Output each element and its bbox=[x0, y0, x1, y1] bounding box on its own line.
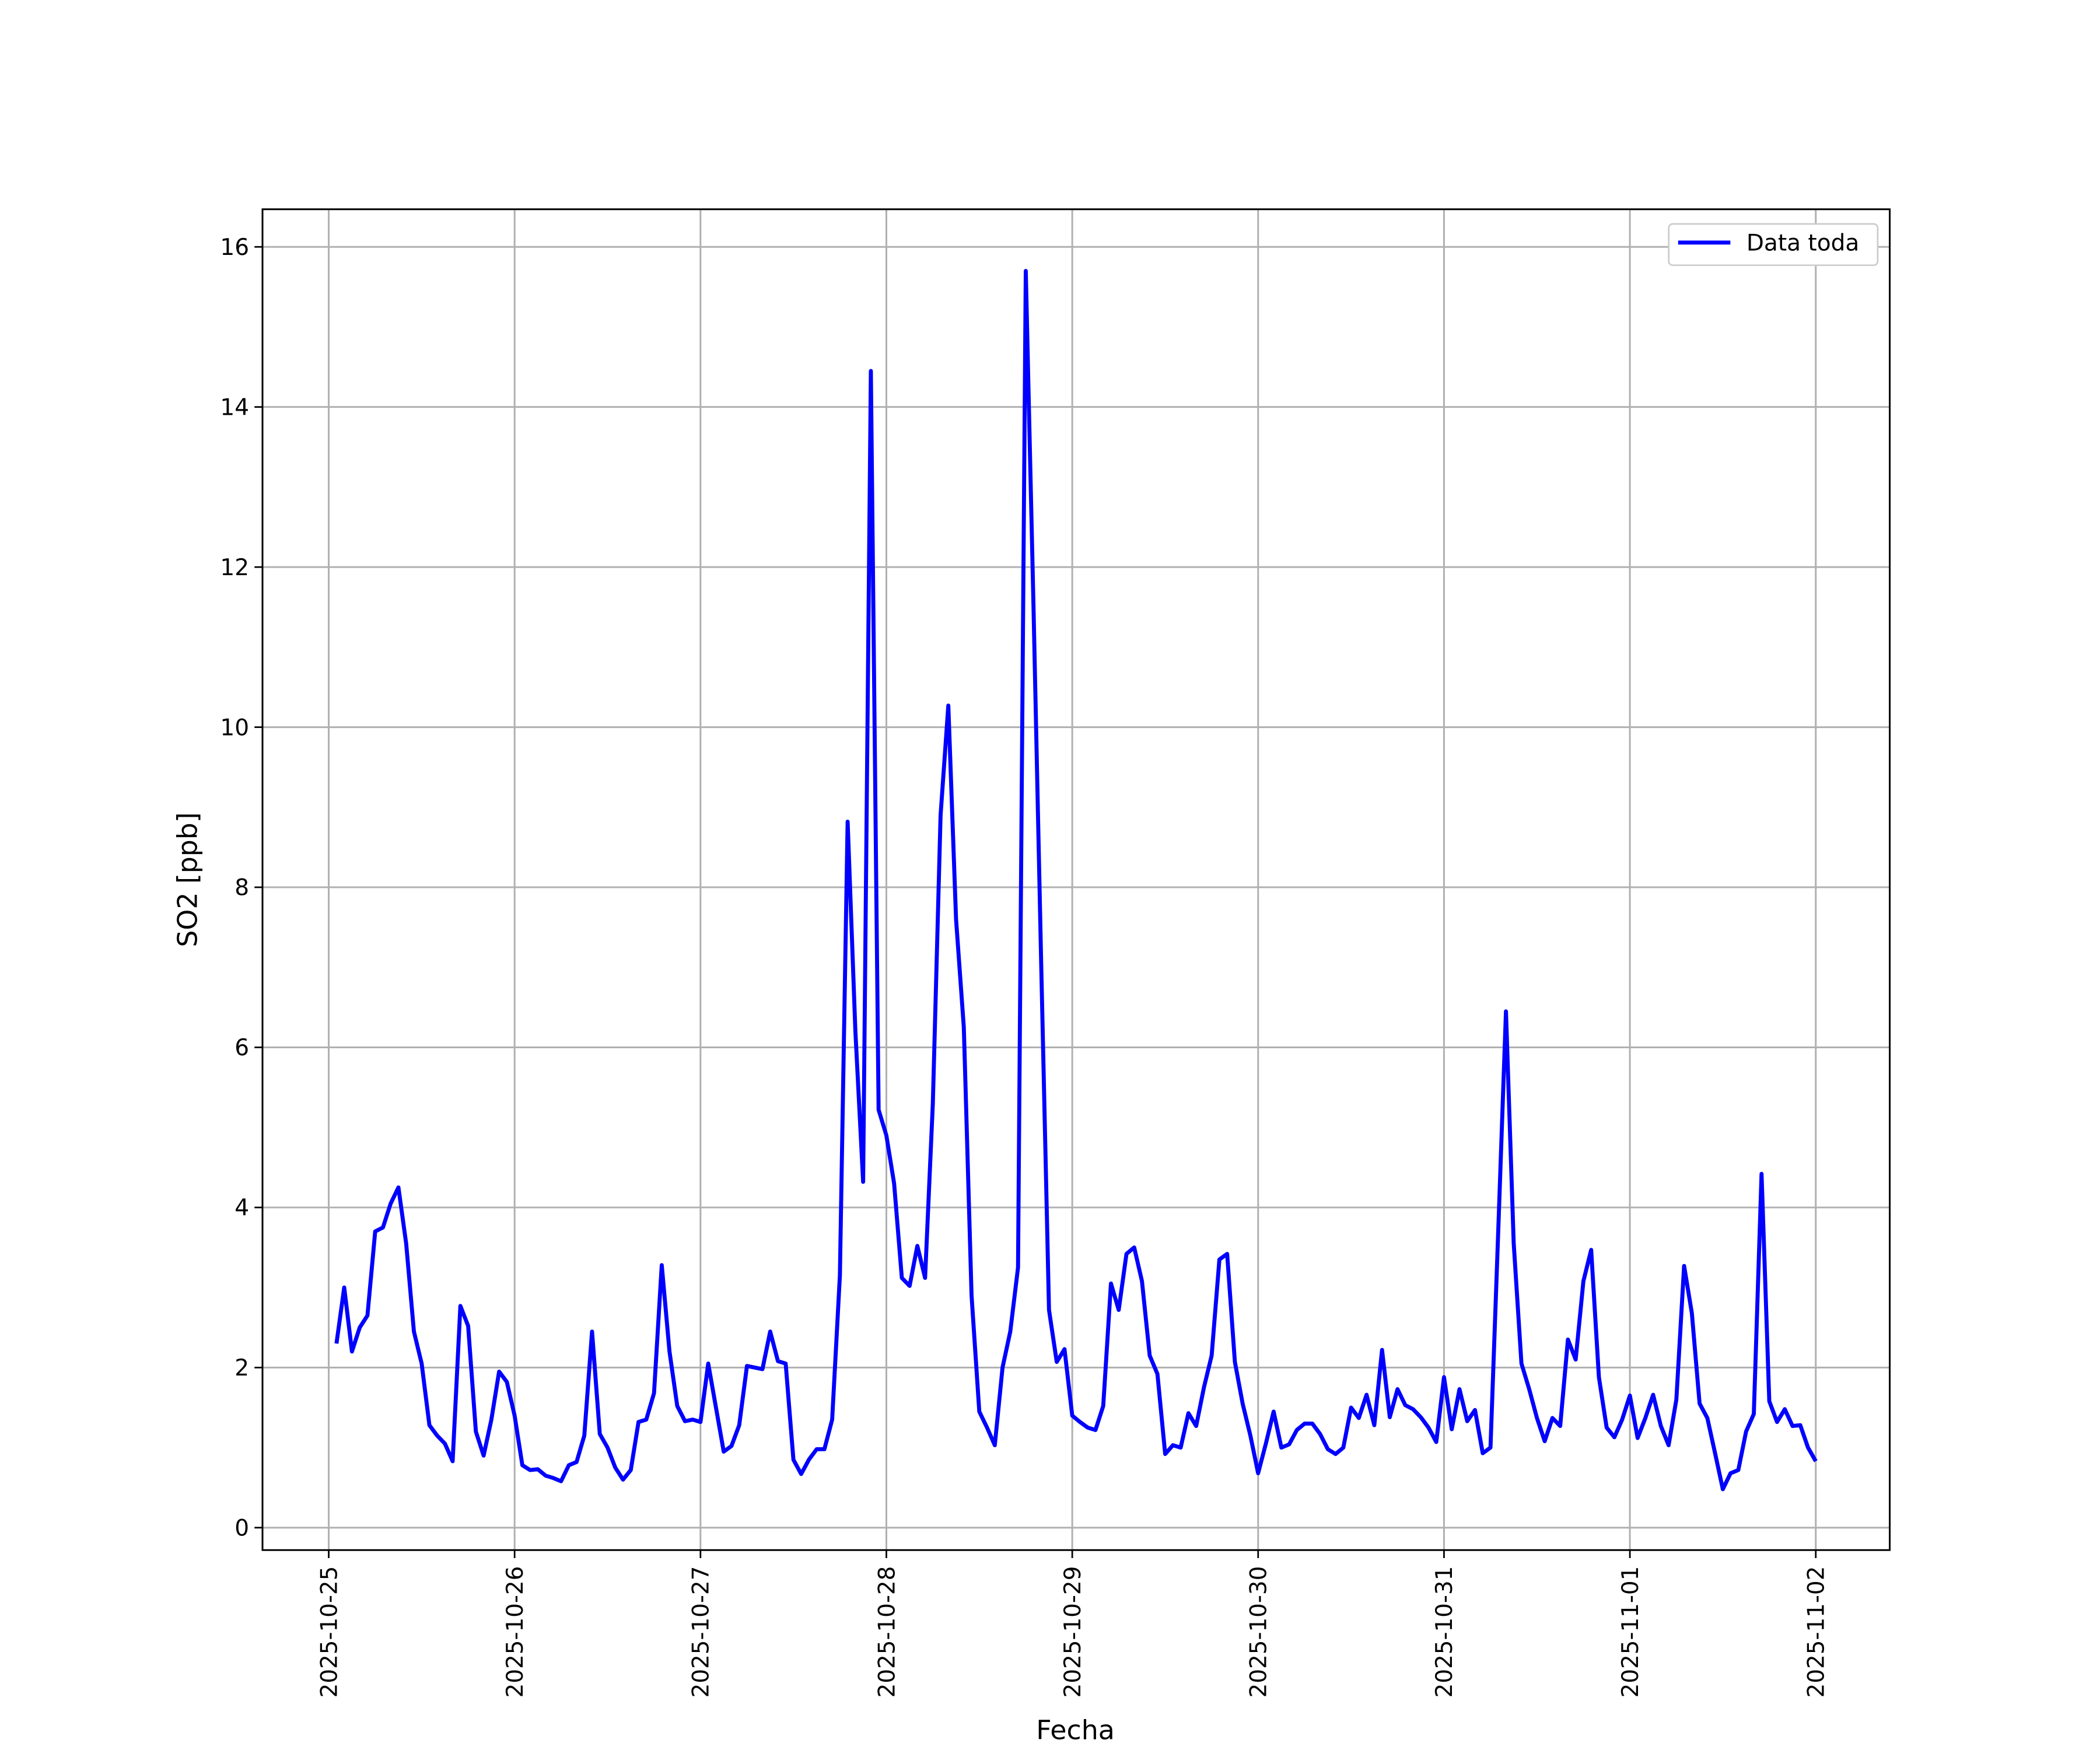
x-axis-label: Fecha bbox=[1036, 1714, 1115, 1746]
x-tick-label: 2025-10-27 bbox=[688, 1566, 715, 1698]
legend-box bbox=[1668, 223, 1879, 267]
data-line bbox=[334, 268, 1818, 1492]
x-tick-label: 2025-10-26 bbox=[502, 1566, 528, 1698]
x-tick-label: 2025-10-30 bbox=[1245, 1566, 1272, 1698]
x-tick-label: 2025-10-29 bbox=[1060, 1566, 1086, 1698]
y-axis-label: SO2 [ppb] bbox=[172, 812, 203, 947]
plot-frame bbox=[261, 208, 1891, 1551]
x-tick-label: 2025-11-02 bbox=[1803, 1566, 1829, 1698]
y-tick-label: 8 bbox=[235, 875, 249, 901]
y-tick-label: 4 bbox=[235, 1195, 249, 1222]
y-tick-label: 16 bbox=[220, 235, 249, 261]
y-tick-label: 14 bbox=[220, 394, 249, 421]
legend-label: Data toda bbox=[1746, 230, 1859, 257]
x-tick-label: 2025-10-25 bbox=[316, 1566, 342, 1698]
y-tick-label: 6 bbox=[235, 1035, 249, 1061]
x-tick-label: 2025-10-28 bbox=[874, 1566, 900, 1698]
y-tick-label: 0 bbox=[235, 1516, 249, 1542]
x-tick-label: 2025-11-01 bbox=[1618, 1566, 1644, 1698]
x-tick-label: 2025-10-31 bbox=[1432, 1566, 1458, 1698]
y-tick-label: 2 bbox=[235, 1355, 249, 1381]
y-tick-label: 12 bbox=[220, 555, 249, 581]
y-tick-label: 10 bbox=[220, 715, 249, 741]
